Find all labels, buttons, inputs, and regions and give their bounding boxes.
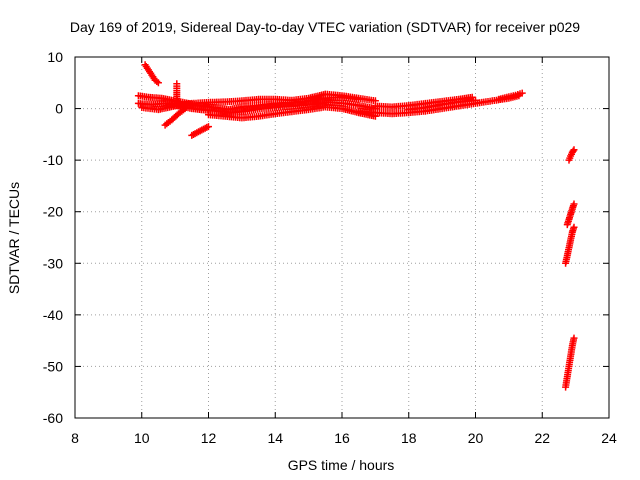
y-tick-label: -40 <box>43 307 63 323</box>
data-segment <box>138 90 379 114</box>
data-point-markers <box>138 90 379 114</box>
data-series <box>134 61 578 391</box>
data-point-markers <box>563 200 578 229</box>
x-axis-label: GPS time / hours <box>288 457 395 473</box>
data-point-markers <box>161 105 189 129</box>
x-tick-label: 10 <box>134 430 150 446</box>
y-tick-label: -60 <box>43 410 63 426</box>
x-tick-label: 22 <box>534 430 550 446</box>
x-tick-label: 8 <box>71 430 79 446</box>
data-point-markers <box>495 89 526 103</box>
data-segment <box>563 200 578 229</box>
y-tick-label: 10 <box>47 49 63 65</box>
data-point-markers <box>565 146 578 164</box>
data-point-markers <box>173 80 182 107</box>
y-tick-label: -10 <box>43 152 63 168</box>
data-segment <box>565 146 578 164</box>
data-segment <box>141 61 162 87</box>
y-tick-label: -30 <box>43 255 63 271</box>
x-tick-label: 24 <box>601 430 617 446</box>
y-tick-label: 0 <box>55 101 63 117</box>
data-point-markers <box>188 123 212 139</box>
x-tick-label: 18 <box>401 430 417 446</box>
tick-labels: 8 10 12 14 16 18 20 22 24 -60 -50 -40 -30 -20 -10 0 10 <box>43 49 617 446</box>
y-axis-label: SDTVAR / TECUs <box>6 182 22 294</box>
data-segment <box>562 334 578 391</box>
data-point-markers <box>134 98 379 117</box>
x-tick-label: 14 <box>267 430 283 446</box>
chart-title: Day 169 of 2019, Sidereal Day-to-day VTE… <box>70 19 580 35</box>
data-segment <box>134 98 379 117</box>
data-segment <box>405 96 479 114</box>
data-segment <box>188 123 212 139</box>
data-segment <box>161 105 189 129</box>
data-point-markers <box>141 61 162 87</box>
data-segment <box>562 223 578 267</box>
axis-ticks <box>74 56 610 419</box>
y-tick-label: -50 <box>43 358 63 374</box>
y-tick-label: -20 <box>43 204 63 220</box>
x-tick-label: 16 <box>334 430 350 446</box>
data-point-markers <box>405 96 479 114</box>
data-segment <box>495 89 526 103</box>
data-segment <box>173 80 182 107</box>
data-point-markers <box>562 223 578 267</box>
data-point-markers <box>562 334 578 391</box>
x-tick-label: 20 <box>468 430 484 446</box>
x-tick-label: 12 <box>201 430 217 446</box>
